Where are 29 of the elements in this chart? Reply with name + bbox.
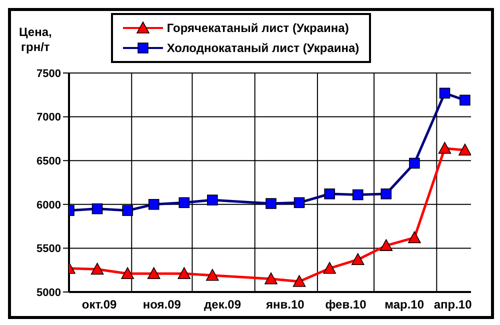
point <box>90 262 104 275</box>
x-tick-label: дек.09 <box>204 298 242 312</box>
point <box>121 267 134 280</box>
y-tick-label: 7000 <box>36 112 61 124</box>
y-tick-label: 5500 <box>36 243 61 256</box>
x-tick-label: мар.10 <box>384 298 424 312</box>
y-tick-label: 5000 <box>36 286 61 299</box>
point <box>351 253 364 265</box>
y-axis-title: Цена, грн/т <box>19 25 52 55</box>
legend-label: Горячекатаный лист (Украина) <box>166 21 349 35</box>
point <box>292 275 306 287</box>
point <box>323 262 336 274</box>
point <box>380 239 393 251</box>
point <box>438 142 452 154</box>
point <box>458 144 471 156</box>
point <box>408 231 421 244</box>
x-tick-label: янв.10 <box>266 298 305 312</box>
x-tick-label: окт.09 <box>82 298 118 312</box>
x-tick-label: апр.10 <box>434 298 472 312</box>
x-tick-label: фев.10 <box>325 298 367 312</box>
point <box>206 268 219 281</box>
x-tick-label: ноя.09 <box>142 298 182 312</box>
point <box>264 272 278 284</box>
point <box>147 267 160 280</box>
point <box>178 267 191 280</box>
legend-label: Холоднокатаный лист (Украина) <box>166 41 360 55</box>
y-tick-label: 6500 <box>36 156 61 168</box>
y-tick-label: 6000 <box>36 199 61 212</box>
y-tick-label: 7500 <box>36 68 61 80</box>
